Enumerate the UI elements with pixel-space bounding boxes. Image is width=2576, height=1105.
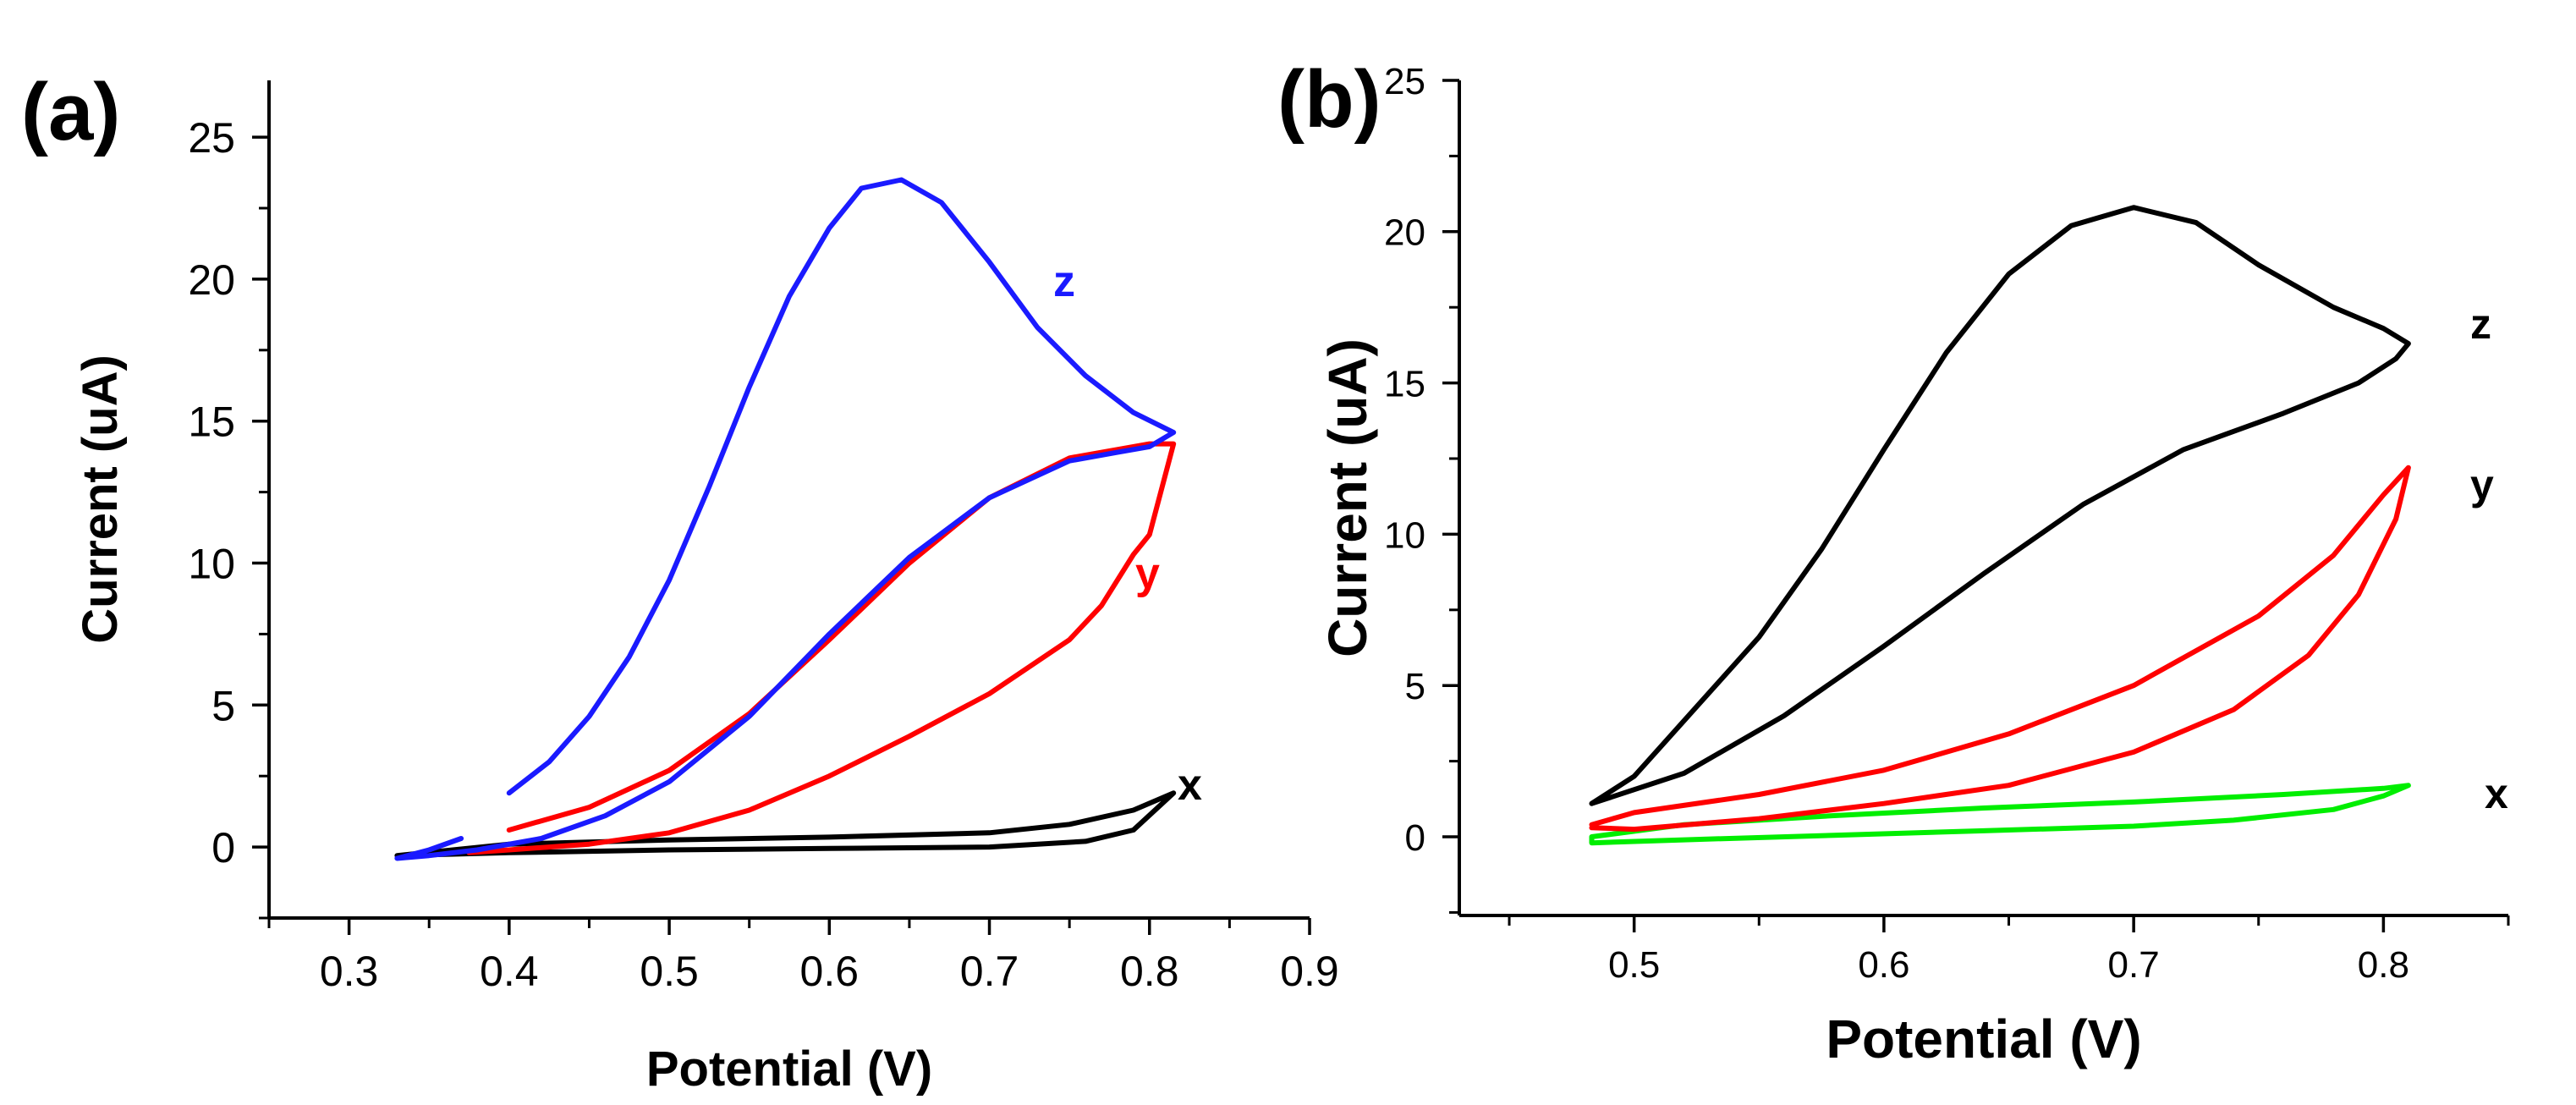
panel-b-x-tick-label: 0.6 xyxy=(1858,944,1909,986)
panel-a-curve-labels: x y z xyxy=(1053,257,1202,810)
panel-b-x-tick-label: 0.7 xyxy=(2108,944,2160,986)
panel-b-series-x-label: x xyxy=(2485,770,2508,817)
panel-a-series-y-label: y xyxy=(1135,549,1160,598)
panel-b-label: (b) xyxy=(1277,54,1381,145)
panel-a-axes: 0.3 0.4 0.5 0.6 0.7 0.8 0.9 0 5 10 15 20 25 xyxy=(188,80,1339,995)
panel-b-y-tick-label: 20 xyxy=(1384,212,1425,254)
panel-a-series-y-curve xyxy=(466,441,1177,855)
panel-b-series-z-curve xyxy=(1589,205,2411,806)
panel-b-x-tick-label: 0.8 xyxy=(2358,944,2409,986)
panel-b-y-tick-label: 5 xyxy=(1405,666,1425,707)
panel-a-y-tick-label: 0 xyxy=(211,824,235,871)
panel-b-x-axis-title: Potential (V) xyxy=(1826,1009,2141,1069)
panel-a-x-tick-label: 0.3 xyxy=(320,948,379,995)
panel-a-y-tick-label: 10 xyxy=(188,541,235,588)
panel-a-x-axis-title: Potential (V) xyxy=(646,1042,932,1097)
panel-b-y-tick-label: 10 xyxy=(1384,514,1425,556)
panel-b-series-y-label: y xyxy=(2470,461,2494,509)
panel-a-label: (a) xyxy=(21,67,120,157)
panel-b-x-tick-label: 0.5 xyxy=(1608,944,1660,986)
panel-a-series-z-label: z xyxy=(1053,257,1075,306)
panel-b-y-axis-title: Current (uA) xyxy=(1317,338,1378,657)
panel-a-y-tick-label: 5 xyxy=(211,682,235,729)
panel-b-curves xyxy=(1589,205,2411,846)
panel-a-x-tick-label: 0.5 xyxy=(640,948,699,995)
panel-a-y-tick-label: 20 xyxy=(188,256,235,304)
panel-b-series-z-label: z xyxy=(2470,300,2491,348)
panel-a-series-x-curve xyxy=(394,790,1177,859)
panel-a-x-tick-label: 0.7 xyxy=(960,948,1019,995)
panel-a-series-x-label: x xyxy=(1178,761,1202,810)
panel-b-axes: 0.5 0.6 0.7 0.8 0 5 10 15 20 25 xyxy=(1384,61,2510,986)
panel-a-x-tick-label: 0.8 xyxy=(1120,948,1179,995)
panel-b-y-tick-label: 15 xyxy=(1384,363,1425,404)
panel-a-curves xyxy=(394,177,1177,861)
chart-panel-b: (b) 0.5 0.6 0.7 0.8 0 5 10 15 20 25 x y z Potential… xyxy=(1277,54,2510,1069)
panel-a-x-tick-label: 0.6 xyxy=(800,948,860,995)
panel-a-x-tick-label: 0.9 xyxy=(1280,948,1339,995)
panel-b-series-x-curve xyxy=(1589,783,2411,846)
panel-a-y-axis-title: Current (uA) xyxy=(73,355,128,644)
panel-b-y-tick-label: 0 xyxy=(1405,817,1425,859)
panel-a-y-tick-label: 15 xyxy=(188,399,235,446)
panel-a-x-tick-label: 0.4 xyxy=(480,948,539,995)
panel-a-y-tick-label: 25 xyxy=(188,114,235,162)
panel-b-curve-labels: x y z xyxy=(2470,300,2508,817)
panel-b-y-tick-label: 25 xyxy=(1384,61,1425,102)
panel-a-series-z-curve xyxy=(394,177,1177,861)
panel-b-series-y-curve xyxy=(1589,465,2411,833)
